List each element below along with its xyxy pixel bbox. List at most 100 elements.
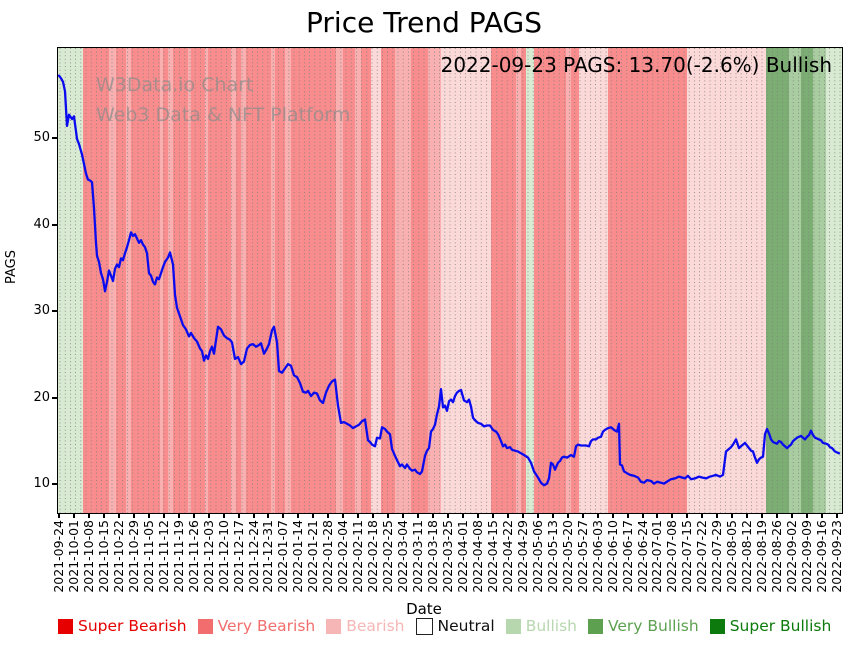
x-tick-label: 2022-09-23	[829, 520, 844, 593]
legend-item-super-bullish: Super Bullish	[709, 617, 832, 635]
x-tick-label: 2022-08-19	[754, 520, 770, 593]
x-tick-label: 2022-01-28	[320, 520, 336, 593]
x-tick-mark	[297, 513, 300, 518]
x-tick-mark	[447, 513, 449, 518]
sentiment-band-very_bearish	[236, 48, 241, 513]
x-axis-title: Date	[406, 600, 442, 618]
sentiment-band-bearish	[428, 48, 441, 513]
x-tick-label: 2022-02-18	[365, 520, 381, 593]
sentiment-band-bearish	[231, 48, 236, 513]
x-tick-label: 2022-09-02	[784, 520, 800, 593]
x-tick-label: 2021-10-29	[125, 520, 141, 593]
watermark: W3Data.io Chart Web3 Data & NFT Platform	[96, 70, 350, 130]
plot-area: W3Data.io Chart Web3 Data & NFT Platform…	[57, 47, 843, 514]
price-line-layer	[58, 48, 841, 513]
x-tick-label: 2021-10-15	[95, 520, 111, 593]
sentiment-band-bearish	[336, 48, 343, 513]
x-tick-mark	[596, 513, 599, 518]
sentiment-band-very_bearish	[411, 48, 428, 513]
x-tick-mark	[102, 513, 105, 518]
x-tick-mark	[581, 513, 584, 518]
x-tick-mark	[342, 513, 345, 518]
x-tick-label: 2022-02-11	[350, 520, 366, 593]
legend-item-super-bearish: Super Bearish	[58, 617, 187, 635]
x-tick-label: 2022-06-03	[589, 520, 605, 593]
y-tick-label: 40	[33, 216, 50, 232]
x-tick-label: 2022-01-14	[290, 520, 306, 593]
sentiment-band-bearish	[285, 48, 291, 513]
x-tick-label: 2021-11-05	[140, 520, 156, 593]
legend-label: Bearish	[346, 617, 405, 635]
x-tick-label: 2021-10-08	[80, 520, 96, 593]
x-tick-mark	[836, 513, 838, 518]
sentiment-band-bearish	[395, 48, 411, 513]
legend-swatch-icon	[326, 618, 342, 634]
x-tick-mark	[327, 513, 330, 518]
x-tick-mark	[626, 513, 629, 518]
y-tick-mark	[52, 223, 57, 226]
x-tick-label: 2022-02-25	[380, 520, 396, 593]
x-tick-label: 2022-03-18	[425, 520, 441, 593]
x-tick-mark	[372, 513, 375, 518]
sentiment-band-bearish	[168, 48, 173, 513]
y-tick-mark	[52, 136, 57, 139]
sentiment-band-bearish_light	[687, 48, 766, 513]
x-tick-mark	[72, 513, 75, 518]
sentiment-band-very_bearish	[381, 48, 395, 513]
x-tick-mark	[521, 513, 524, 518]
sentiment-band-very_bearish	[83, 48, 109, 513]
legend-swatch-icon	[58, 618, 73, 634]
x-tick-mark	[746, 513, 749, 518]
x-tick-mark	[312, 513, 315, 518]
x-tick-mark	[207, 513, 210, 518]
x-tick-mark	[821, 513, 824, 518]
legend-label: Super Bullish	[729, 617, 832, 635]
sentiment-band-bearish	[188, 48, 191, 513]
y-tick-mark	[52, 483, 57, 486]
x-tick-label: 2021-11-26	[185, 520, 201, 593]
x-tick-mark	[461, 513, 464, 518]
x-tick-mark	[671, 513, 674, 518]
x-tick-label: 2021-12-17	[230, 520, 246, 593]
legend-item-very-bearish: Very Bearish	[197, 617, 316, 635]
sentiment-band-very_bearish	[570, 48, 579, 513]
x-tick-mark	[641, 513, 644, 518]
x-tick-mark	[806, 513, 809, 518]
legend-label: Neutral	[437, 617, 495, 635]
sentiment-bands-layer	[58, 48, 842, 513]
sentiment-band-very_bearish	[521, 48, 526, 513]
sentiment-band-bearish	[271, 48, 275, 513]
x-tick-mark	[701, 513, 704, 518]
x-tick-label: 2021-12-31	[260, 520, 276, 593]
x-tick-label: 2022-09-09	[799, 520, 815, 593]
x-tick-mark	[222, 513, 225, 518]
sentiment-band-very_bearish	[275, 48, 285, 513]
x-tick-mark	[357, 513, 360, 518]
x-tick-mark	[551, 513, 554, 518]
x-tick-label: 2021-11-12	[155, 520, 171, 593]
x-tick-mark	[731, 513, 734, 518]
x-tick-label: 2022-07-08	[664, 520, 680, 593]
x-tick-mark	[147, 513, 150, 518]
x-tick-mark	[387, 513, 390, 518]
x-tick-label: 2022-05-13	[544, 520, 560, 593]
x-tick-mark	[237, 513, 240, 518]
sentiment-band-very_bearish	[608, 48, 687, 513]
sentiment-band-bearish	[205, 48, 208, 513]
x-tick-mark	[58, 513, 60, 518]
sentiment-band-bullish_light	[526, 48, 534, 513]
sentiment-band-very_bearish	[173, 48, 188, 513]
x-tick-label: 2022-02-04	[335, 520, 351, 593]
sentiment-band-bearish	[126, 48, 131, 513]
x-tick-label: 2022-05-27	[574, 520, 590, 593]
x-tick-mark	[536, 513, 539, 518]
y-tick-mark	[52, 396, 57, 399]
sentiment-band-very_bearish	[246, 48, 271, 513]
x-tick-mark	[252, 513, 255, 518]
x-tick-mark	[791, 513, 794, 518]
x-tick-mark	[192, 513, 195, 518]
x-tick-label: 2022-03-11	[410, 520, 426, 593]
x-tick-label: 2022-04-15	[484, 520, 500, 593]
legend-label: Very Bearish	[217, 617, 316, 635]
x-tick-mark	[87, 513, 90, 518]
